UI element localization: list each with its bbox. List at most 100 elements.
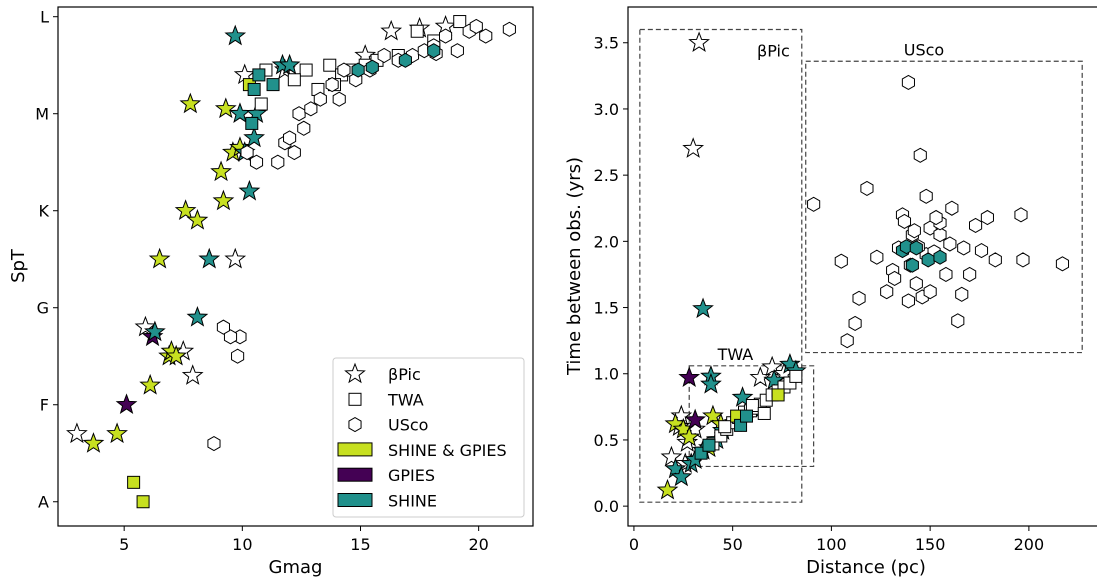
right-point-hexagon-7-15 bbox=[909, 276, 923, 292]
left-point-hexagon-7-15 bbox=[337, 62, 351, 78]
left-x-tick-label: 5 bbox=[119, 535, 129, 554]
left-point-hexagon-8-1 bbox=[365, 59, 379, 75]
left-point-square-6-3 bbox=[266, 78, 280, 92]
right-point-hexagon-7-8 bbox=[870, 249, 884, 265]
left-point-star-0-4 bbox=[224, 247, 247, 269]
left-y-tick-label: K bbox=[39, 202, 50, 221]
left-point-hexagon-7-9 bbox=[283, 130, 297, 146]
left-point-star-0-0 bbox=[66, 422, 88, 444]
right-point-hexagon-7-43 bbox=[929, 209, 943, 226]
gmag-spt-panel: 5 10 15 20 A F G K M L Gmag SpT βPic TWA USco SHINE … bbox=[8, 6, 534, 578]
left-point-hexagon-7-30 bbox=[332, 91, 346, 107]
right-point-star-3-3 bbox=[731, 386, 754, 407]
left-point-hexagon-7-27 bbox=[502, 21, 516, 37]
left-point-star-1-2 bbox=[139, 373, 162, 395]
right-point-hexagon-7-0 bbox=[901, 74, 915, 91]
left-point-star-3-2 bbox=[198, 247, 221, 269]
left-y-tick-label: M bbox=[35, 105, 49, 124]
right-point-hexagon-7-3 bbox=[860, 180, 874, 196]
right-x-tick-label: 150 bbox=[915, 535, 946, 554]
region-label-1: TWA bbox=[717, 345, 754, 364]
left-x-tick-label: 10 bbox=[232, 535, 252, 554]
left-point-star-3-8 bbox=[278, 53, 301, 75]
legend-marker-square bbox=[348, 392, 362, 406]
left-point-hexagon-7-7 bbox=[271, 154, 285, 170]
left-point-square-4-6 bbox=[410, 24, 424, 38]
right-point-hexagon-7-41 bbox=[955, 286, 969, 302]
left-point-star-2-0 bbox=[115, 393, 138, 414]
left-y-tick-label: L bbox=[40, 8, 49, 27]
right-point-star-1-0 bbox=[656, 478, 679, 500]
left-point-hexagon-7-24 bbox=[450, 43, 464, 59]
right-y-tick-label: 2.0 bbox=[594, 232, 619, 251]
right-point-star-2-1 bbox=[684, 408, 707, 430]
left-point-hexagon-7-23 bbox=[439, 28, 453, 44]
left-y-tick-label: A bbox=[38, 493, 49, 512]
left-point-hexagon-7-1 bbox=[231, 348, 245, 364]
left-point-hexagon-7-14 bbox=[325, 77, 339, 93]
right-point-hexagon-7-32 bbox=[1055, 256, 1070, 272]
right-y-tick-label: 0.5 bbox=[594, 431, 619, 450]
right-point-hexagon-7-2 bbox=[807, 196, 821, 212]
left-point-square-4-14 bbox=[254, 97, 268, 111]
right-plot-frame bbox=[627, 6, 1097, 527]
left-point-hexagon-8-2 bbox=[398, 52, 412, 68]
left-point-hexagon-8-0 bbox=[351, 62, 365, 78]
left-point-hexagon-7-6 bbox=[249, 154, 264, 170]
legend-swatch bbox=[337, 467, 373, 482]
right-y-tick-label: 0.0 bbox=[594, 497, 619, 516]
legend-label: βPic bbox=[388, 365, 421, 384]
left-x-tick-label: 15 bbox=[350, 535, 370, 554]
right-point-hexagon-7-20 bbox=[933, 227, 947, 243]
left-point-star-1-0 bbox=[82, 432, 105, 453]
right-point-hexagon-7-28 bbox=[980, 209, 994, 226]
legend-label: SHINE bbox=[388, 492, 437, 511]
right-y-tick-label: 2.5 bbox=[594, 166, 619, 185]
right-y-tick-label: 1.5 bbox=[594, 299, 619, 318]
right-point-hexagon-7-23 bbox=[951, 313, 965, 329]
left-point-square-4-9 bbox=[299, 63, 313, 77]
left-point-star-1-3 bbox=[148, 247, 171, 269]
legend-label: GPIES bbox=[388, 466, 435, 485]
right-x-tick-label: 100 bbox=[816, 535, 847, 554]
left-point-star-3-1 bbox=[186, 306, 209, 327]
left-point-hexagon-7-11 bbox=[292, 106, 306, 122]
right-point-hexagon-7-38 bbox=[888, 270, 902, 286]
right-point-hexagon-7-24 bbox=[957, 240, 971, 256]
right-point-hexagon-7-5 bbox=[840, 333, 854, 349]
right-point-hexagon-7-22 bbox=[945, 200, 959, 216]
right-point-star-0-0 bbox=[688, 31, 710, 52]
right-point-hexagon-7-13 bbox=[901, 293, 915, 309]
right-point-square-5-1 bbox=[771, 388, 785, 402]
left-point-star-3-0 bbox=[144, 320, 166, 342]
right-y-axis-label: Time between obs. (yrs) bbox=[564, 157, 585, 376]
left-point-star-1-9 bbox=[186, 208, 209, 230]
left-point-star-1-7 bbox=[174, 199, 197, 220]
left-point-hexagon-7-26 bbox=[479, 28, 493, 44]
right-point-hexagon-8-4 bbox=[921, 252, 935, 268]
left-point-hexagon-7-4 bbox=[216, 319, 230, 335]
right-point-hexagon-7-30 bbox=[1014, 207, 1028, 223]
right-x-tick-label: 0 bbox=[629, 535, 639, 554]
right-point-hexagon-7-40 bbox=[943, 236, 957, 252]
right-point-hexagon-7-31 bbox=[1016, 252, 1030, 268]
left-point-hexagon-7-31 bbox=[297, 120, 311, 136]
right-point-hexagon-7-26 bbox=[969, 217, 983, 234]
left-point-square-4-12 bbox=[287, 73, 301, 87]
right-point-hexagon-7-29 bbox=[988, 252, 1002, 268]
right-point-star-1-3 bbox=[678, 425, 701, 447]
right-point-star-0-9 bbox=[660, 445, 683, 467]
right-y-tick-label: 1.0 bbox=[594, 365, 619, 384]
left-point-hexagon-7-0 bbox=[207, 435, 221, 452]
right-point-hexagon-7-42 bbox=[907, 223, 921, 239]
legend-marker-star bbox=[344, 362, 366, 384]
legend-swatch bbox=[337, 442, 373, 457]
legend-label: USco bbox=[388, 416, 428, 435]
left-point-star-1-10 bbox=[210, 160, 232, 182]
right-y-tick-label: 3.0 bbox=[594, 100, 619, 119]
left-point-star-1-12 bbox=[214, 97, 237, 119]
left-point-star-0-1 bbox=[134, 315, 157, 337]
left-point-hexagon-7-18 bbox=[377, 47, 391, 64]
distance-time-panel: βPic TWA USco 0 50 100 150 200 0.0 0.5 1.0 1.5 2.0 2… bbox=[564, 6, 1097, 578]
